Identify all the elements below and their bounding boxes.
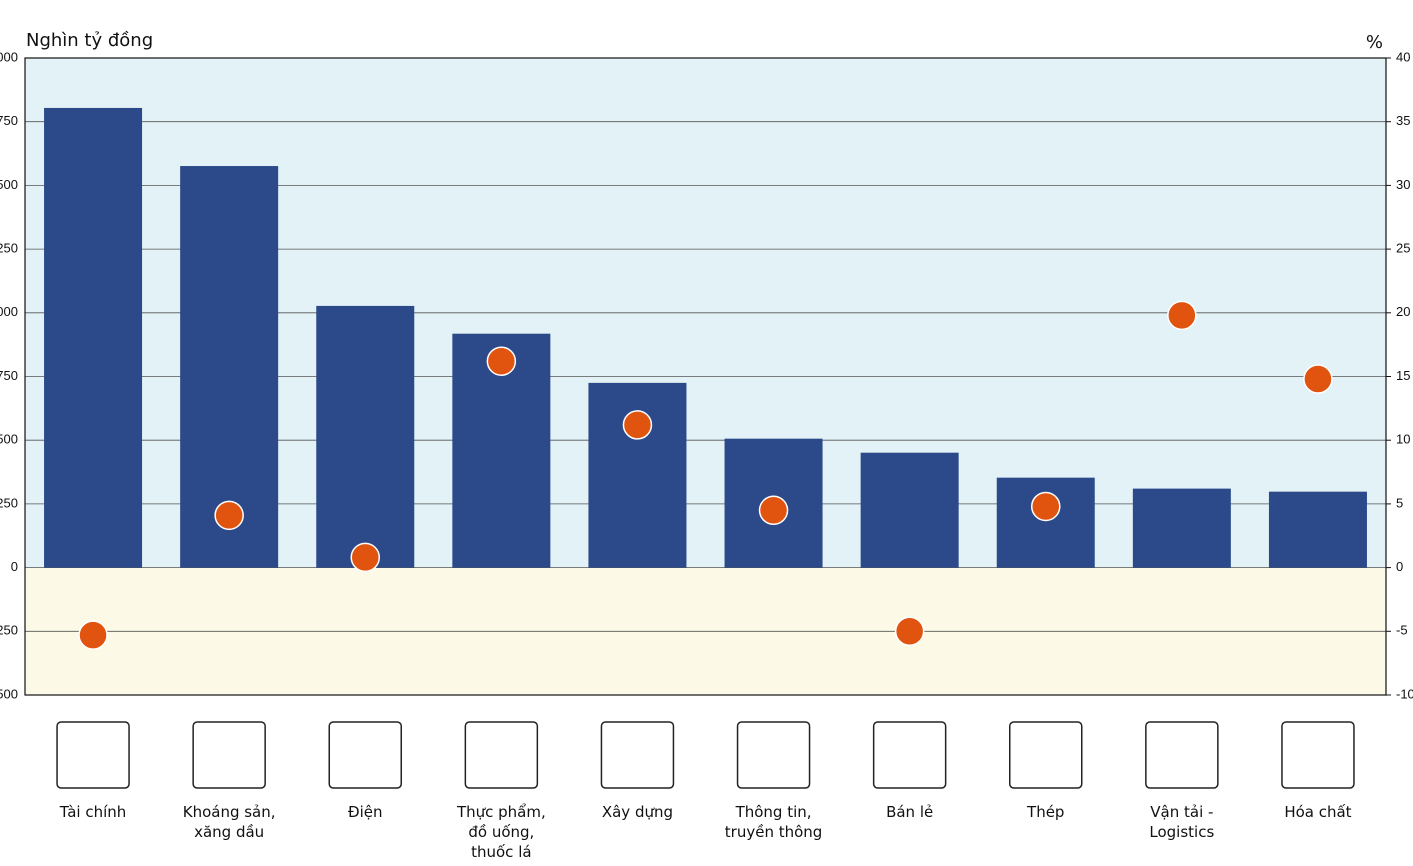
dot — [622, 410, 653, 440]
bar — [860, 452, 959, 568]
bar — [316, 305, 415, 568]
category-label: Thực phẩm, đồ uống, thuốc lá — [456, 803, 546, 861]
dot — [214, 500, 244, 531]
category-icon — [464, 721, 539, 789]
y2-tick-label: 25 — [1396, 241, 1410, 256]
bar — [996, 477, 1095, 568]
category-label: Vận tải - Logistics — [1149, 803, 1215, 841]
y-tick-label: 750 — [0, 368, 18, 383]
y2-tick-label: 40 — [1396, 49, 1410, 64]
category-label: Điện — [347, 803, 383, 821]
dot — [894, 616, 925, 647]
y-tick-label: 500 — [0, 432, 18, 447]
dot — [350, 542, 380, 573]
category-icon — [56, 721, 130, 789]
category-icon — [872, 721, 947, 789]
y2-tick-label: 35 — [1396, 113, 1410, 128]
y-tick-label: 1.500 — [0, 177, 18, 192]
y2-tick-label: 0 — [1396, 559, 1403, 574]
dot — [1031, 491, 1061, 522]
y-tick-label: 1.000 — [0, 304, 18, 319]
bar — [1268, 491, 1367, 568]
y2-axis-label: % — [1366, 32, 1383, 53]
y2-tick-label: -10 — [1396, 686, 1413, 701]
y2-tick-label: 30 — [1396, 177, 1410, 192]
category-icon — [1145, 721, 1219, 789]
category-label: Bán lẻ — [886, 803, 934, 821]
category-label: Thông tin, truyền thông — [724, 803, 823, 841]
bar — [1132, 488, 1231, 568]
y2-tick-label: -5 — [1396, 623, 1408, 638]
y-tick-label: 250 — [0, 495, 18, 510]
y-tick-label: -250 — [0, 623, 18, 638]
dot — [758, 495, 789, 526]
y-axis-label: Nghìn tỷ đồng — [26, 30, 153, 51]
category-icon — [192, 721, 266, 789]
category-label: Hóa chất — [1284, 803, 1352, 821]
category-label: Xây dựng — [601, 803, 674, 821]
y-tick-label: 1.750 — [0, 113, 18, 128]
y2-tick-label: 20 — [1396, 304, 1410, 319]
y2-tick-label: 15 — [1396, 368, 1410, 383]
category-icon — [1281, 721, 1355, 789]
category-label: Khoáng sản, xăng dầu — [182, 803, 276, 841]
category-label: Tài chính — [59, 803, 127, 821]
dot — [78, 620, 108, 650]
bar — [44, 107, 143, 568]
category-icon — [736, 721, 811, 789]
y2-tick-label: 10 — [1396, 432, 1410, 447]
dot — [486, 346, 517, 376]
category-label: Thép — [1027, 803, 1065, 821]
plot-frame — [24, 57, 1387, 696]
y-tick-label: 1.250 — [0, 241, 18, 256]
y-tick-label: 2.000 — [0, 49, 18, 64]
category-icon — [1009, 721, 1083, 789]
dot — [1167, 300, 1197, 331]
category-icon — [328, 721, 402, 789]
y-tick-label: -500 — [0, 686, 18, 701]
dot — [1303, 364, 1333, 394]
y-tick-label: 0 — [11, 559, 18, 574]
y2-tick-label: 5 — [1396, 495, 1403, 510]
category-icon — [600, 721, 675, 789]
